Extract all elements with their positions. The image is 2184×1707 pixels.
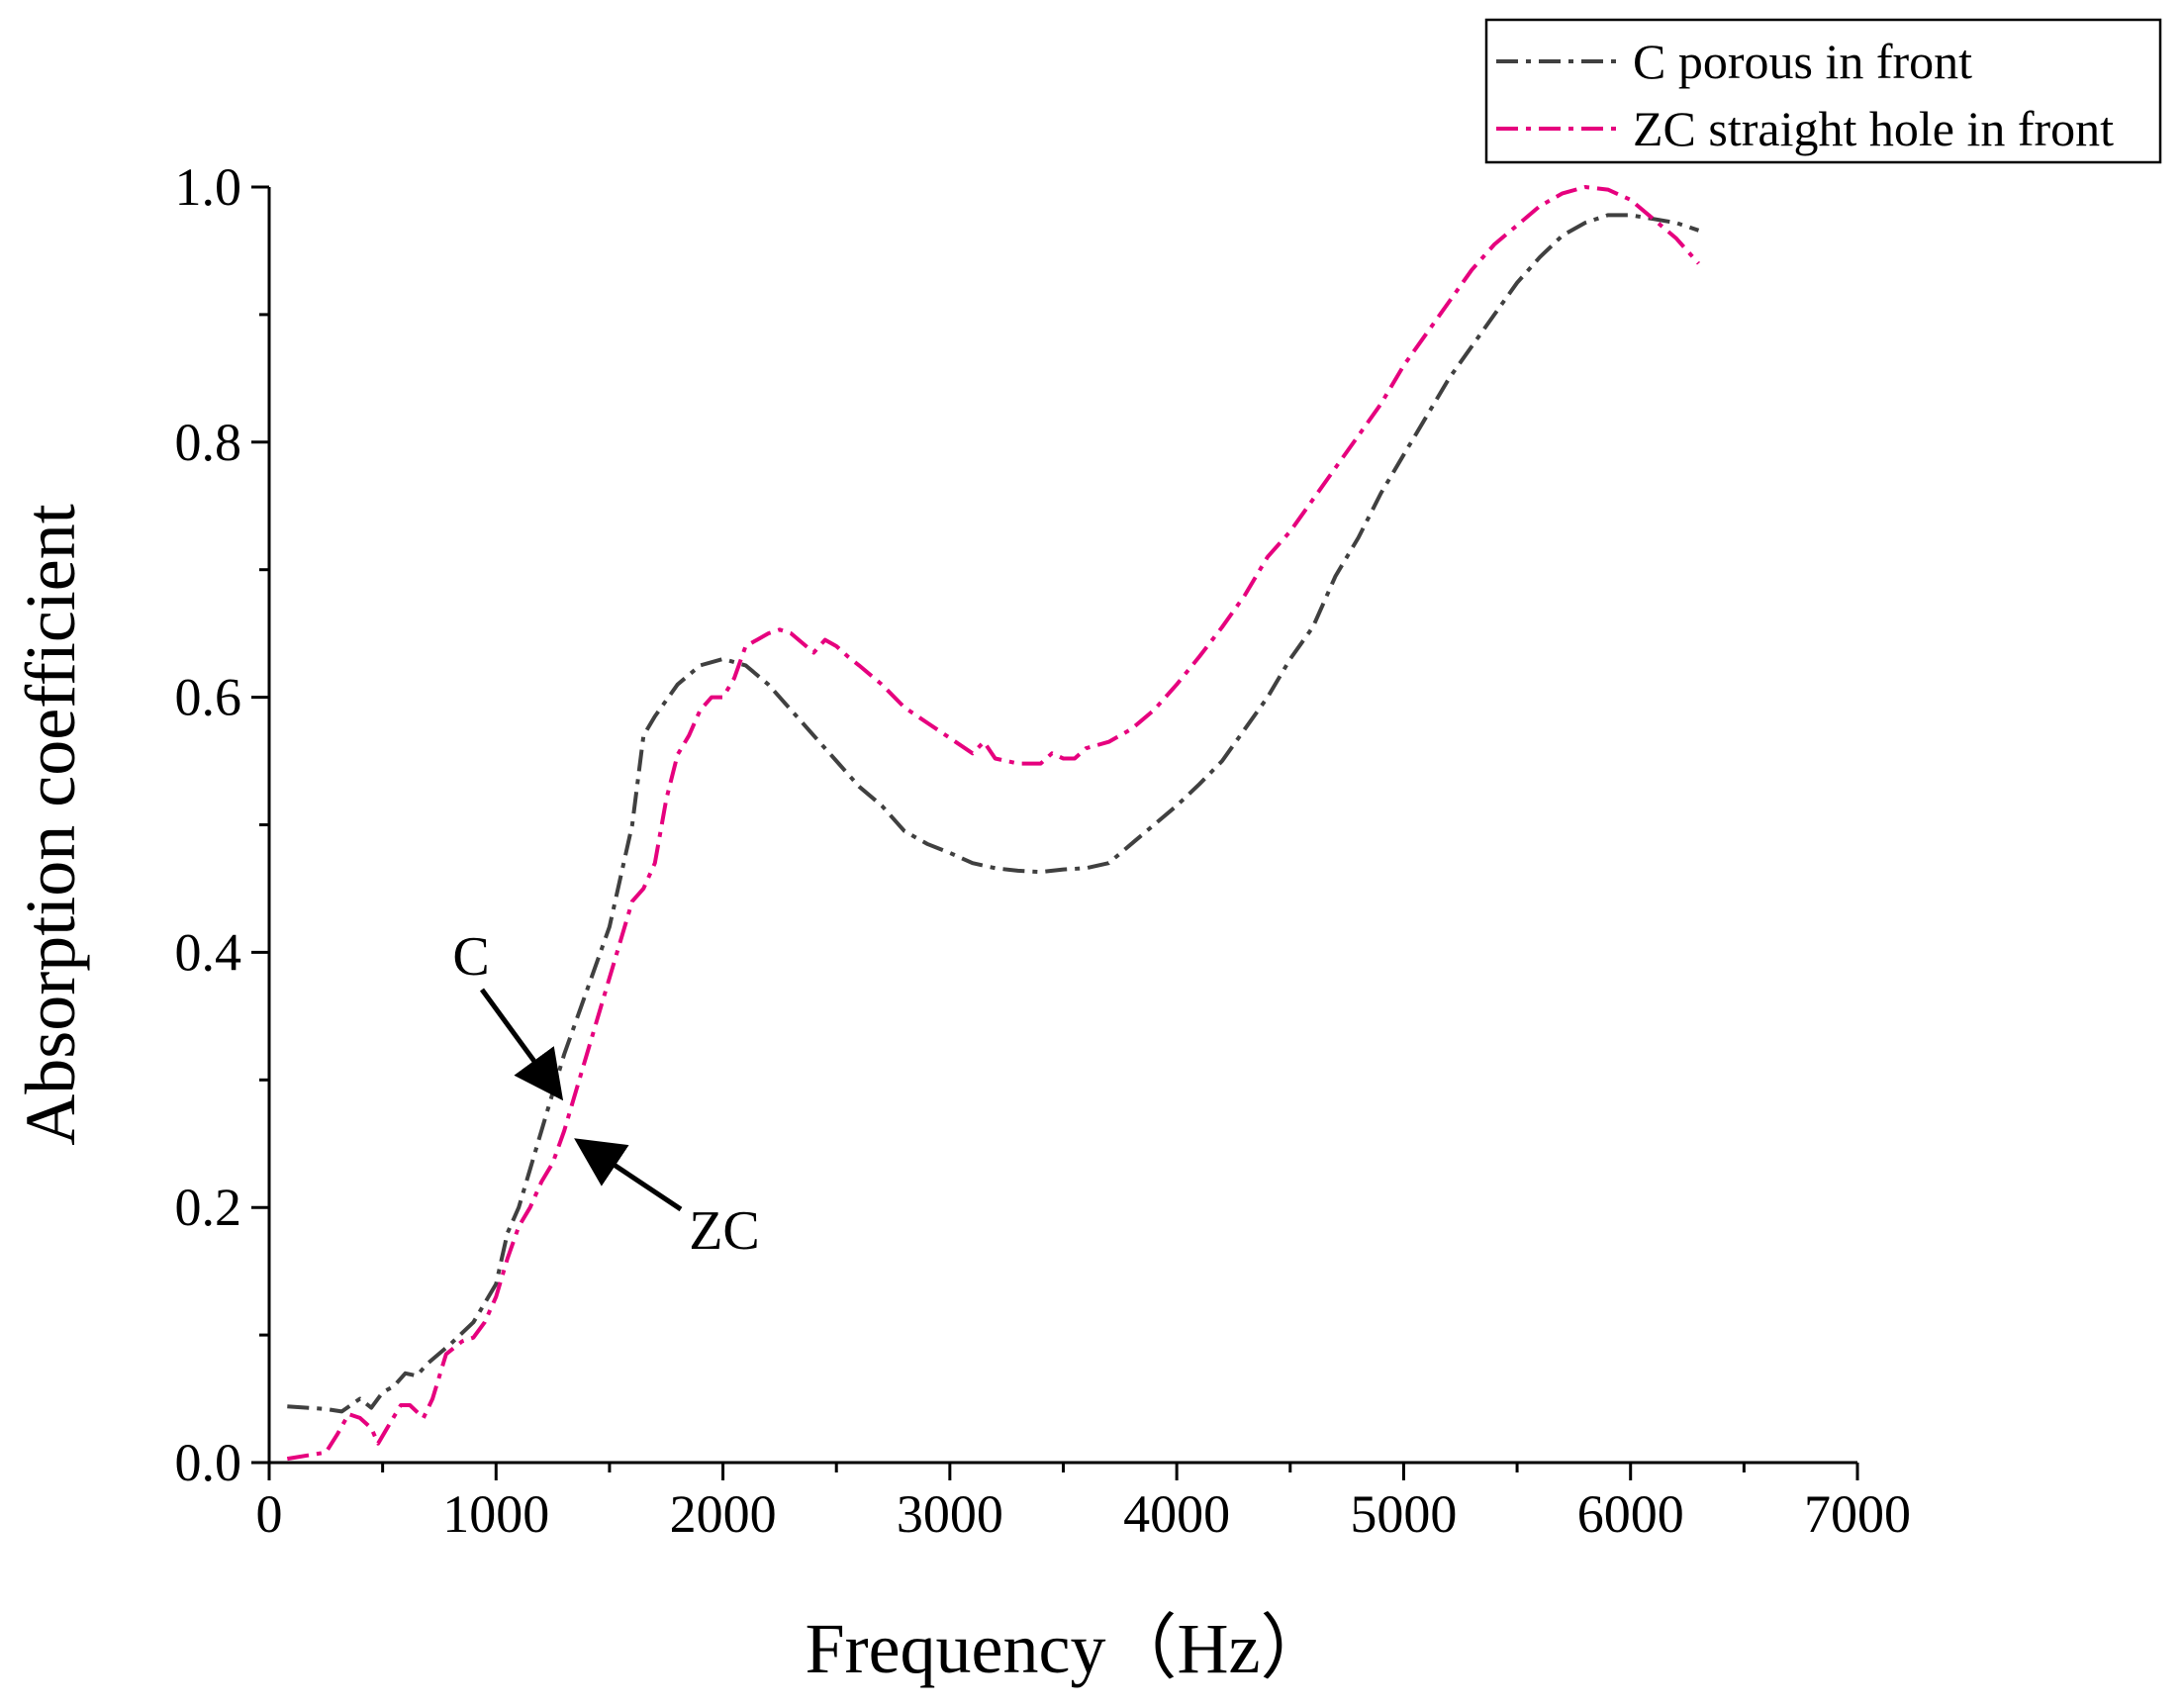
y-tick-label: 0.6	[175, 668, 242, 727]
axes: 0 1000 2000 3000 4000 5000 6000 7000 0.0 0.2 0.4 0.…	[11, 157, 1911, 1688]
y-axis-title: Absorption coefficient	[11, 504, 90, 1146]
x-tick-label: 0	[256, 1484, 283, 1544]
annotation-arrow	[574, 1138, 683, 1212]
x-tick-label: 3000	[897, 1484, 1003, 1544]
x-tick-label: 6000	[1577, 1484, 1684, 1544]
x-tick-label: 5000	[1350, 1484, 1457, 1544]
legend-label: C porous in front	[1633, 34, 1972, 89]
x-tick-label: 7000	[1804, 1484, 1911, 1544]
annotation-label: ZC	[689, 1200, 760, 1262]
x-tick-label: 4000	[1123, 1484, 1230, 1544]
annotation-arrow	[479, 988, 564, 1101]
x-tick-label: 1000	[442, 1484, 549, 1544]
y-tick-label: 0.4	[175, 922, 242, 982]
y-tick-label: 1.0	[175, 157, 242, 217]
series-layer	[286, 185, 1700, 1462]
x-axis-title: Frequency（Hz）	[806, 1609, 1332, 1688]
y-tick-label: 0.0	[175, 1433, 242, 1492]
legend-box	[1484, 18, 2162, 164]
legend-label: ZC straight hole in front	[1633, 101, 2114, 156]
series-line-2	[286, 185, 1700, 1462]
annotation-label: C	[452, 926, 489, 988]
legend: C porous in front ZC straight hole in fro…	[1484, 18, 2162, 164]
x-tick-label: 2000	[670, 1484, 777, 1544]
annotations: C ZC	[452, 926, 759, 1262]
y-tick-label: 0.8	[175, 413, 242, 472]
series-line-1	[287, 213, 1700, 1414]
y-tick-label: 0.2	[175, 1178, 242, 1237]
